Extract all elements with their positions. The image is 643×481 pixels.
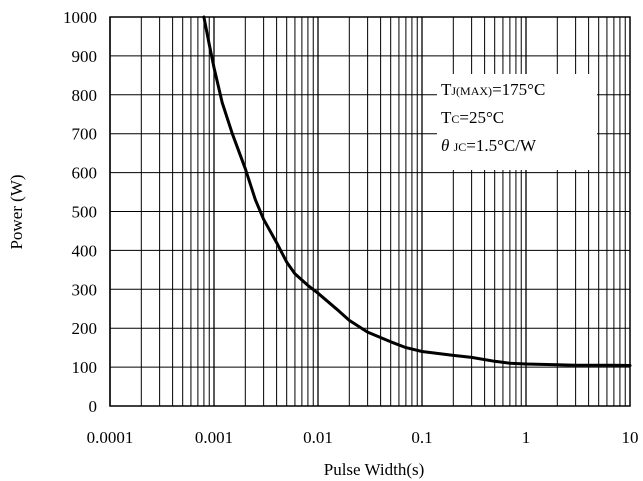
y-tick-label: 1000 [63, 8, 97, 27]
x-tick-label: 0.0001 [87, 428, 134, 447]
y-tick-label: 800 [72, 86, 98, 105]
series-line [202, 15, 632, 367]
x-tick-label: 0.1 [411, 428, 432, 447]
y-tick-labels: 0 100 200 300 400 500 600 700 800 900 1000 [63, 8, 97, 416]
y-tick-label: 500 [72, 203, 98, 222]
annotation-box [437, 74, 597, 170]
plot-frame [109, 16, 631, 407]
x-tick-label: 10 [622, 428, 639, 447]
y-tick-label: 900 [72, 47, 98, 66]
x-tick-label: 1 [522, 428, 531, 447]
y-tick-label: 600 [72, 164, 98, 183]
annotation-line-2: TC=25°C [441, 108, 504, 127]
y-tick-label: 0 [89, 397, 98, 416]
annotation-line-1: TJ(MAX)=175°C [441, 80, 545, 99]
y-tick-label: 200 [72, 319, 98, 338]
x-tick-labels: 0.0001 0.001 0.01 0.1 1 10 [87, 428, 639, 447]
y-tick-label: 400 [72, 241, 98, 260]
y-tick-label: 100 [72, 358, 98, 377]
y-tick-label: 700 [72, 125, 98, 144]
y-axis-label: Power (W) [7, 174, 26, 249]
x-axis-label: Pulse Width(s) [324, 460, 425, 479]
x-tick-label: 0.01 [303, 428, 333, 447]
annotation-line-3: θ JC=1.5°C/W [441, 136, 537, 155]
y-tick-label: 300 [72, 280, 98, 299]
x-tick-label: 0.001 [195, 428, 233, 447]
